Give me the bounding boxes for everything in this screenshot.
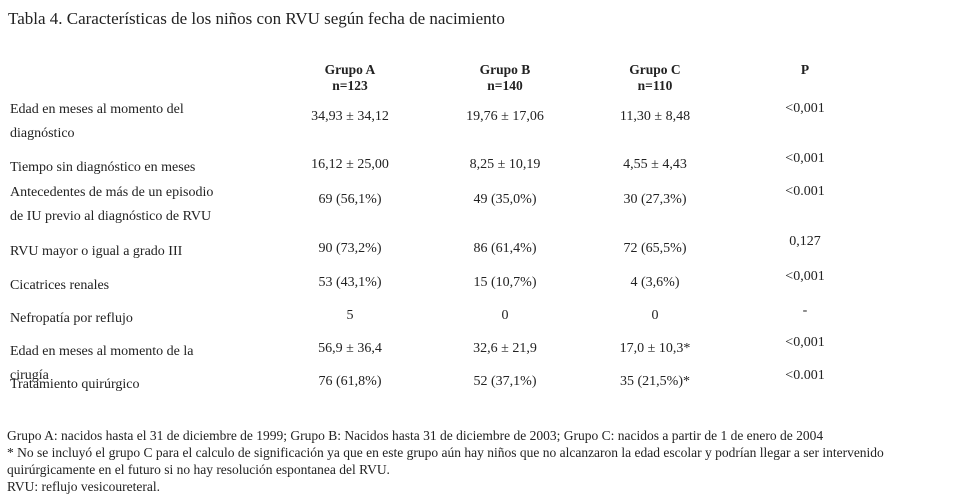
column-n: n=140 [487,78,523,93]
cell-value: 34,93 ± 34,12 [311,109,389,124]
cell-value: 8,25 ± 10,19 [469,157,541,172]
p-value: 0,127 [789,234,821,249]
cell-value: 16,12 ± 25,00 [311,157,389,172]
row-label: Tratamiento quirúrgico [10,377,140,392]
cell-value: 32,6 ± 21,9 [473,341,537,356]
cell-value: 30 (27,3%) [623,192,687,207]
row-label: RVU mayor o igual a grado III [10,244,183,259]
cell-value: 0 [651,308,659,323]
row-label: Edad en meses al momento del diagnóstico [10,102,184,141]
cell-value: 76 (61,8%) [318,374,382,389]
column-header: Grupo B [479,62,531,77]
p-value: <0,001 [785,101,825,116]
row-label: Tiempo sin diagnóstico en meses [10,160,196,175]
cell-value: 0 [501,308,509,323]
cell-value: 4,55 ± 4,43 [623,157,687,172]
cell-value: 35 (21,5%)* [620,374,690,389]
cell-value: 53 (43,1%) [318,275,382,290]
cell-value: 15 (10,7%) [473,275,537,290]
cell-value: 17,0 ± 10,3* [619,341,691,356]
column-header: P [800,62,810,77]
p-value: - [802,303,808,318]
cell-value: 5 [346,308,354,323]
column-n: n=123 [332,78,368,93]
cell-value: 52 (37,1%) [473,374,537,389]
p-value: <0,001 [785,151,825,166]
cell-value: 19,76 ± 17,06 [466,109,544,124]
cell-value: 90 (73,2%) [318,241,382,256]
footnote: quirúrgicamente en el futuro si no hay r… [7,462,390,477]
cell-value: 86 (61,4%) [473,241,537,256]
p-value: <0.001 [785,184,825,199]
p-value: <0.001 [785,368,825,383]
cell-value: 11,30 ± 8,48 [619,109,691,124]
p-value: <0,001 [785,269,825,284]
row-label: Edad en meses al momento de la cirugía [10,344,194,383]
footnote: RVU: reflujo vesicoureteral. [7,479,160,494]
footnote: Grupo A: nacidos hasta el 31 de diciembr… [7,428,824,443]
column-header: Grupo A [324,62,376,77]
cell-value: 69 (56,1%) [318,192,382,207]
cell-value: 4 (3,6%) [630,275,680,290]
cell-value: 56,9 ± 36,4 [318,341,382,356]
footnote: * No se incluyó el grupo C para el calcu… [7,445,884,460]
row-label: Antecedentes de más de un episodio de IU… [10,185,214,224]
cell-value: 72 (65,5%) [623,241,687,256]
column-n: n=110 [637,78,673,93]
row-label: Nefropatía por reflujo [10,311,133,326]
table-title: Tabla 4. Características de los niños co… [8,9,505,28]
row-label: Cicatrices renales [10,278,110,293]
p-value: <0,001 [785,335,825,350]
column-header: Grupo C [629,62,681,77]
cell-value: 49 (35,0%) [473,192,537,207]
